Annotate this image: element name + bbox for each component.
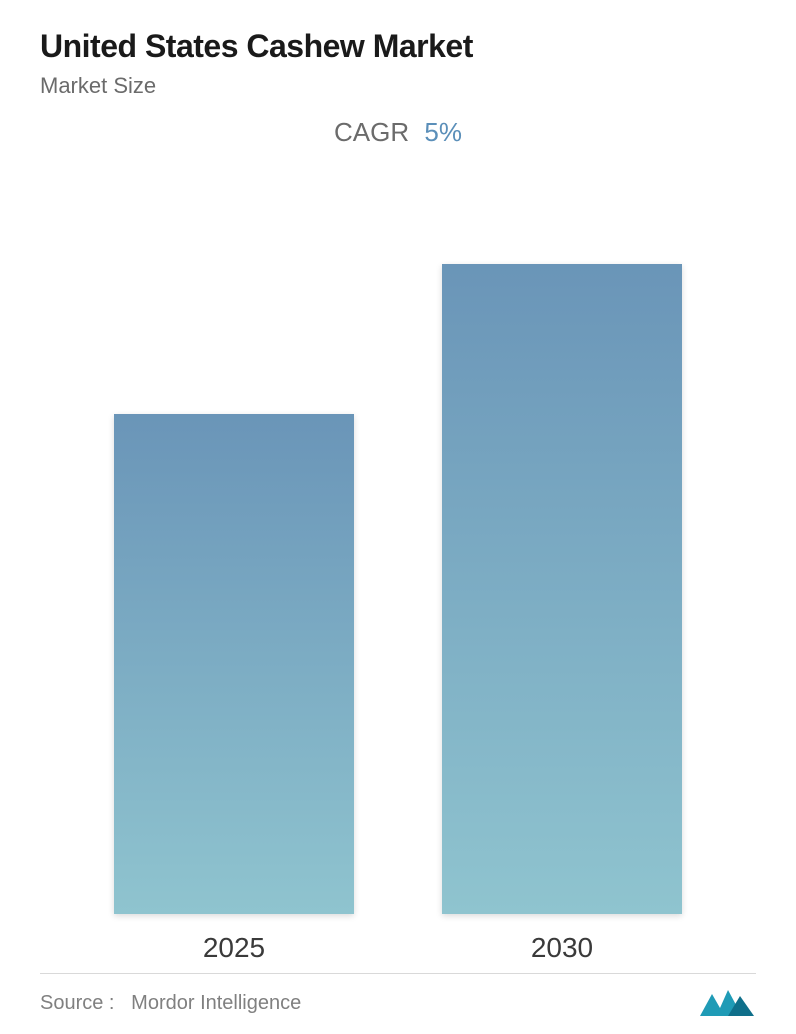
source-text: Source : Mordor Intelligence: [40, 992, 301, 1015]
page-subtitle: Market Size: [40, 73, 756, 99]
source-label: Source :: [40, 992, 114, 1014]
cagr-row: CAGR 5%: [40, 117, 756, 148]
bar-column: 2030: [432, 264, 692, 964]
bar-label: 2030: [531, 932, 593, 964]
bar-2025: [114, 414, 354, 914]
cagr-label: CAGR: [334, 117, 409, 147]
source-name: Mordor Intelligence: [131, 992, 301, 1014]
page-title: United States Cashew Market: [40, 28, 756, 65]
cagr-value: 5%: [424, 117, 462, 147]
bar-column: 2025: [104, 414, 364, 964]
footer: Source : Mordor Intelligence: [40, 973, 756, 1020]
bars-wrap: 2025 2030: [40, 314, 756, 964]
bar-label: 2025: [203, 932, 265, 964]
brand-logo-icon: [698, 986, 756, 1020]
bar-2030: [442, 264, 682, 914]
bar-chart: 2025 2030: [40, 188, 756, 1034]
